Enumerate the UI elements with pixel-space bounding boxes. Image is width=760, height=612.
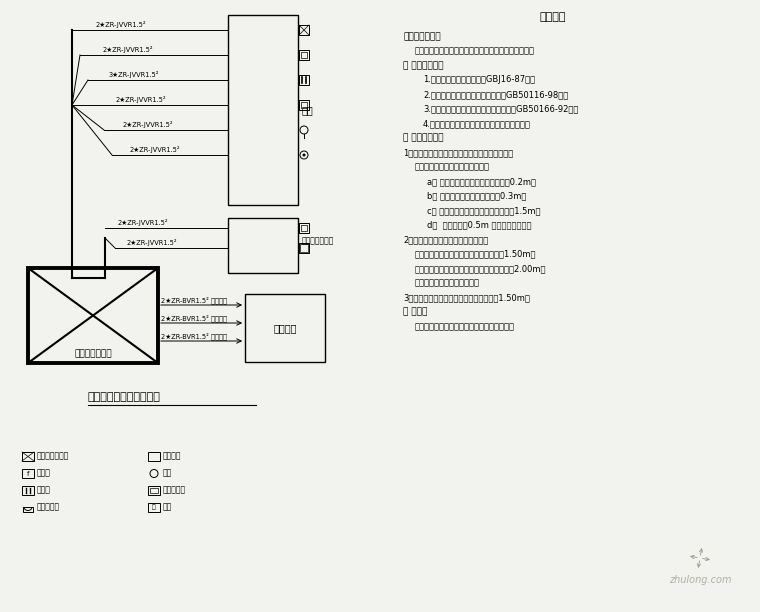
Text: 设计说明: 设计说明 [540,12,566,22]
Text: 2★ZR-JVVR1.5²: 2★ZR-JVVR1.5² [117,219,168,226]
Bar [300,244,308,252]
Bar [245,294,325,362]
Text: a。 与照明灯具的水平净距不应小于0.2m。: a。 与照明灯具的水平净距不应小于0.2m。 [427,177,536,186]
Text: 2★ZR-JVVR1.5²: 2★ZR-JVVR1.5² [102,46,153,53]
Bar [301,52,307,58]
Bar [28,268,158,363]
Text: 消防统灭火装置: 消防统灭火装置 [302,236,334,245]
Text: 2★ZR-JVVR1.5²: 2★ZR-JVVR1.5² [122,121,173,128]
Text: 2★ZR-JVVR1.5²: 2★ZR-JVVR1.5² [96,21,146,28]
Bar [299,75,309,85]
Text: zhulong.com: zhulong.com [669,575,731,585]
Text: 2★ZR-BVR1.5² 启动信号: 2★ZR-BVR1.5² 启动信号 [161,315,227,322]
Bar [299,100,309,110]
Text: 分区: 分区 [163,468,173,477]
Text: 3.《火灾自动报警系统施工验收规范》（GB50166-92）。: 3.《火灾自动报警系统施工验收规范》（GB50166-92）。 [423,105,578,113]
Bar [22,486,34,495]
Bar [148,452,160,461]
Text: 控制: 控制 [302,105,314,115]
Text: b。 与嘴头的水平净距不应小于0.3m。: b。 与嘴头的水平净距不应小于0.3m。 [427,192,527,201]
Text: 2、电线穿管后在届顶内或墙内暗敏设: 2、电线穿管后在届顶内或墙内暗敏设 [403,235,488,244]
Bar [22,469,34,478]
Text: 烟感器: 烟感器 [37,468,51,477]
Text: 手报器: 手报器 [37,485,51,494]
Bar [150,488,158,493]
Text: 气体灭火控制器: 气体灭火控制器 [74,349,112,358]
Text: 紧急启动按鈕挂墙明装，其下沿地面高刀1.50m。: 紧急启动按鈕挂墙明装，其下沿地面高刀1.50m。 [415,250,537,258]
Text: 2★ZR-BVR1.5² 灭火信号: 2★ZR-BVR1.5² 灭火信号 [161,296,227,304]
Text: 功能模块: 功能模块 [163,451,182,460]
Bar [299,25,309,35]
Text: 4.由相关委方或相关单位提供的相关设计条件。: 4.由相关委方或相关单位提供的相关设计条件。 [423,119,531,128]
Text: 七氟丙烷灭火报警系统图: 七氟丙烷灭火报警系统图 [88,392,161,402]
Text: 其边缘距下列设施的边缘应保持在: 其边缘距下列设施的边缘应保持在 [415,163,490,171]
Bar [228,15,298,205]
Text: 声光报警器: 声光报警器 [163,485,186,494]
Text: 四 、其它: 四 、其它 [403,307,427,316]
Bar [301,225,307,231]
Text: f: f [27,471,29,477]
Bar [299,50,309,60]
Bar [23,507,33,512]
Text: 对本工程气体灭火区进行火灾自动报警系统工程设计。: 对本工程气体灭火区进行火灾自动报警系统工程设计。 [415,47,535,56]
Text: 二 、设计依据：: 二 、设计依据： [403,61,444,70]
Bar [148,486,160,495]
Text: 其它未详尽之处根据国家有关规范严格执行。: 其它未详尽之处根据国家有关规范严格执行。 [415,322,515,331]
Circle shape [302,154,306,157]
Text: d。  探测器周围0.5m 内不应有遗据担採: d。 探测器周围0.5m 内不应有遗据担採 [427,220,531,230]
Text: 三 、施工说明：: 三 、施工说明： [403,133,444,143]
Text: 2★ZR-JVVR1.5²: 2★ZR-JVVR1.5² [129,146,180,153]
Bar [301,102,307,108]
Text: 2★ZR-JVVR1.5²: 2★ZR-JVVR1.5² [126,239,177,246]
Text: 声光报警器与警将挂墙明装，其下沿地面高刀2.00m。: 声光报警器与警将挂墙明装，其下沿地面高刀2.00m。 [415,264,546,273]
Text: 1.《建筑设计防火规范》（GBJ16-87）。: 1.《建筑设计防火规范》（GBJ16-87）。 [423,75,535,84]
Text: c。 与空调送风口的水平净距不应小于1.5m。: c。 与空调送风口的水平净距不应小于1.5m。 [427,206,540,215]
Text: 火灾报警控制器: 火灾报警控制器 [37,451,69,460]
Text: 2.《火灾自动报警系统设计规范》（GB50116-98）。: 2.《火灾自动报警系统设计规范》（GB50116-98）。 [423,90,568,99]
Text: 2★ZR-BVR1.5² 反馈信号: 2★ZR-BVR1.5² 反馈信号 [161,332,227,340]
Bar [22,452,34,461]
Text: 控制: 控制 [163,502,173,511]
Text: 1、探测器安装在天花板上，尽量居中均匀布置，: 1、探测器安装在天花板上，尽量居中均匀布置， [403,148,513,157]
Bar [148,503,160,512]
Text: 放气指示灯: 放气指示灯 [37,502,60,511]
Text: 消防中心: 消防中心 [274,323,296,333]
Bar [299,243,309,253]
Text: 2★ZR-JVVR1.5²: 2★ZR-JVVR1.5² [116,96,166,103]
Text: 放气指示灯安装在门框上边。: 放气指示灯安装在门框上边。 [415,278,480,288]
Text: 一、设计内容：: 一、设计内容： [403,32,441,41]
Text: 3★ZR-JVVR1.5²: 3★ZR-JVVR1.5² [109,71,160,78]
Bar [299,223,309,233]
Bar [228,218,298,273]
Text: 3、气体灭火控制器挂墙明装，下沿距楼靶1.50m。: 3、气体灭火控制器挂墙明装，下沿距楼靶1.50m。 [403,293,530,302]
Text: 控: 控 [152,505,156,510]
